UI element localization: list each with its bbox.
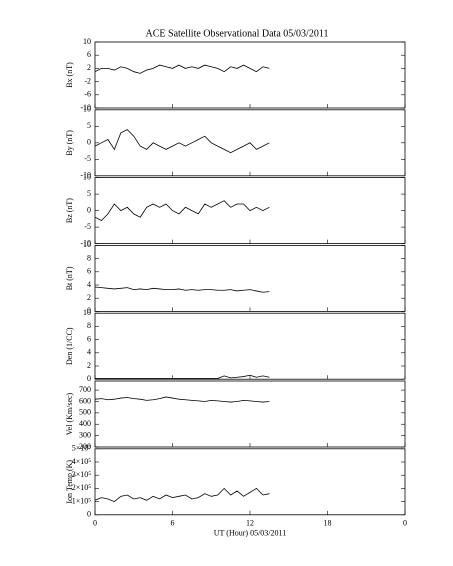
data-line [94, 129, 270, 154]
y-tick-label: -2 [84, 76, 91, 85]
y-tick-label: 500 [79, 408, 91, 417]
y-tick-label: -10 [80, 103, 91, 112]
y-tick-label: 5 [87, 189, 91, 198]
y-tick-label: 700 [79, 385, 91, 394]
y-tick-label: 300 [79, 430, 91, 439]
y-axis-label: Bt (nT) [65, 266, 74, 290]
y-tick-label: 6 [87, 50, 91, 59]
panel-frame [94, 312, 406, 380]
y-tick-label: 8 [87, 321, 91, 330]
y-tick-label: 10 [83, 105, 91, 114]
x-tick-label: 6 [171, 519, 175, 528]
chart-title: ACE Satellite Observational Data 05/03/2… [146, 28, 329, 39]
data-line [94, 200, 270, 221]
y-tick-label: 4 [87, 348, 91, 357]
data-line [94, 286, 270, 293]
y-tick-label: -5 [84, 154, 91, 163]
y-axis-label: Den (1/CC) [65, 327, 74, 365]
data-line [95, 374, 270, 379]
data-line [94, 487, 270, 503]
panel-frame [94, 244, 406, 312]
x-tick-label: 0 [403, 519, 407, 528]
y-tick-label: 4 [87, 280, 91, 289]
y-tick-label: 0 [87, 138, 91, 147]
y-tick-label: 600 [79, 396, 91, 405]
y-tick-label: 2×10⁵ [72, 483, 92, 492]
y-tick-label: 10 [83, 240, 91, 249]
panel-frame [94, 448, 406, 516]
x-axis-label: UT (Hour) 05/03/2011 [214, 529, 286, 538]
y-tick-label: 8 [87, 253, 91, 262]
y-tick-label: -10 [80, 238, 91, 247]
y-tick-label: 4×10⁵ [72, 457, 92, 466]
y-tick-label: 200 [79, 442, 91, 451]
y-tick-label: 2 [87, 63, 91, 72]
data-line [94, 396, 270, 403]
panel-frame [94, 41, 406, 109]
y-axis-label: Ion Temp (K) [65, 460, 74, 504]
x-tick-label: 0 [93, 519, 97, 528]
y-tick-label: 10 [83, 172, 91, 181]
y-tick-label: 2 [87, 361, 91, 370]
x-tick-label: 12 [246, 519, 254, 528]
y-axis-label: Vel (Km/sec) [65, 392, 74, 435]
y-axis-label: By (nT) [65, 130, 74, 156]
y-tick-label: 1×10⁵ [72, 496, 92, 505]
y-tick-label: 400 [79, 419, 91, 428]
y-axis-label: Bz (nT) [65, 198, 74, 223]
y-tick-label: 6 [87, 267, 91, 276]
y-tick-label: -10 [80, 171, 91, 180]
panel-frame [94, 380, 406, 448]
y-tick-label: 6 [87, 334, 91, 343]
y-tick-label: -5 [84, 222, 91, 231]
x-tick-label: 18 [324, 519, 332, 528]
y-tick-label: 5 [87, 121, 91, 130]
y-tick-label: 10 [83, 37, 91, 46]
y-tick-label: 5×10⁵ [72, 444, 92, 453]
y-tick-label: 0 [87, 306, 91, 315]
y-tick-label: 10 [83, 308, 91, 317]
y-axis-label: Bx (nT) [65, 62, 74, 88]
y-tick-label: -6 [84, 90, 91, 99]
data-line [94, 64, 270, 74]
y-tick-label: 0 [87, 205, 91, 214]
y-tick-label: 3×10⁵ [72, 470, 92, 479]
y-tick-label: 0 [87, 374, 91, 383]
y-tick-label: 0 [87, 510, 91, 519]
y-tick-label: 2 [87, 293, 91, 302]
